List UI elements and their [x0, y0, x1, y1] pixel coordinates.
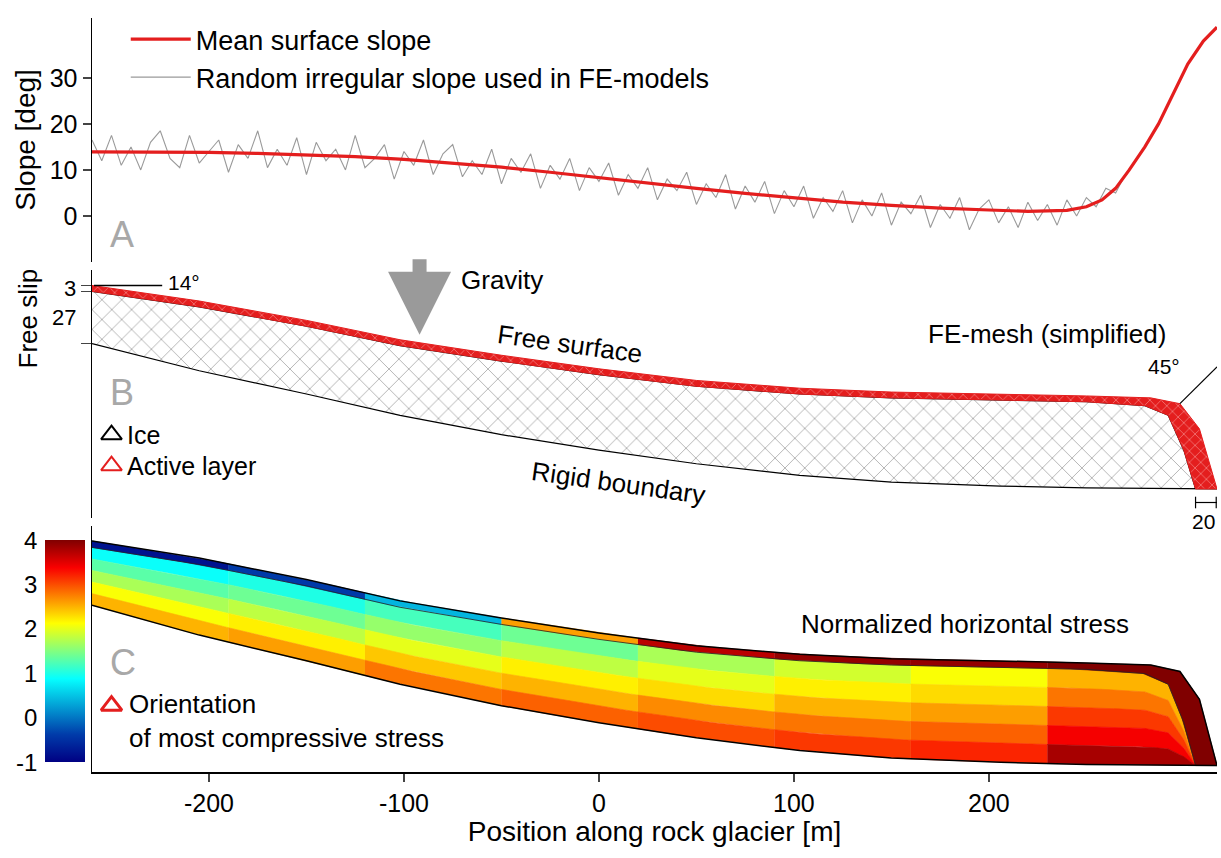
svg-text:Active layer: Active layer: [127, 452, 256, 480]
svg-text:0: 0: [592, 789, 606, 817]
svg-text:0: 0: [24, 704, 37, 731]
svg-text:Rigid boundary: Rigid boundary: [530, 456, 707, 510]
svg-text:-200: -200: [184, 789, 234, 817]
svg-text:30: 30: [50, 64, 78, 92]
svg-text:C: C: [110, 642, 136, 683]
svg-text:Random irregular slope used in: Random irregular slope used in FE-models: [196, 64, 709, 94]
svg-text:27: 27: [52, 305, 76, 330]
svg-text:3: 3: [64, 276, 76, 301]
svg-text:4: 4: [24, 527, 37, 554]
svg-text:Free slip: Free slip: [13, 269, 43, 369]
svg-text:45°: 45°: [1148, 355, 1180, 378]
svg-text:Normalized horizontal stress: Normalized horizontal stress: [801, 609, 1129, 639]
svg-text:Gravity: Gravity: [461, 265, 543, 295]
svg-text:Mean surface slope: Mean surface slope: [196, 26, 432, 56]
svg-text:1: 1: [24, 660, 37, 687]
svg-text:20: 20: [50, 110, 78, 138]
svg-text:FE-mesh (simplified): FE-mesh (simplified): [928, 319, 1166, 349]
svg-text:200: 200: [968, 789, 1010, 817]
svg-text:Slope [deg]: Slope [deg]: [10, 69, 41, 211]
svg-text:B: B: [110, 372, 134, 413]
svg-text:2: 2: [24, 615, 37, 642]
svg-text:10: 10: [50, 156, 78, 184]
svg-text:0: 0: [64, 202, 78, 230]
svg-text:100: 100: [773, 789, 815, 817]
svg-text:20: 20: [1192, 510, 1215, 533]
svg-text:3: 3: [24, 571, 37, 598]
svg-text:-100: -100: [379, 789, 429, 817]
svg-text:Free surface: Free surface: [496, 319, 645, 369]
svg-text:A: A: [110, 214, 134, 255]
svg-text:14°: 14°: [168, 271, 200, 294]
svg-text:Orientationof most compressive: Orientationof most compressive stress: [129, 689, 444, 753]
svg-text:Position along rock glacier [m: Position along rock glacier [m]: [468, 817, 842, 848]
svg-text:Ice: Ice: [127, 421, 160, 449]
svg-text:-1: -1: [16, 749, 37, 776]
